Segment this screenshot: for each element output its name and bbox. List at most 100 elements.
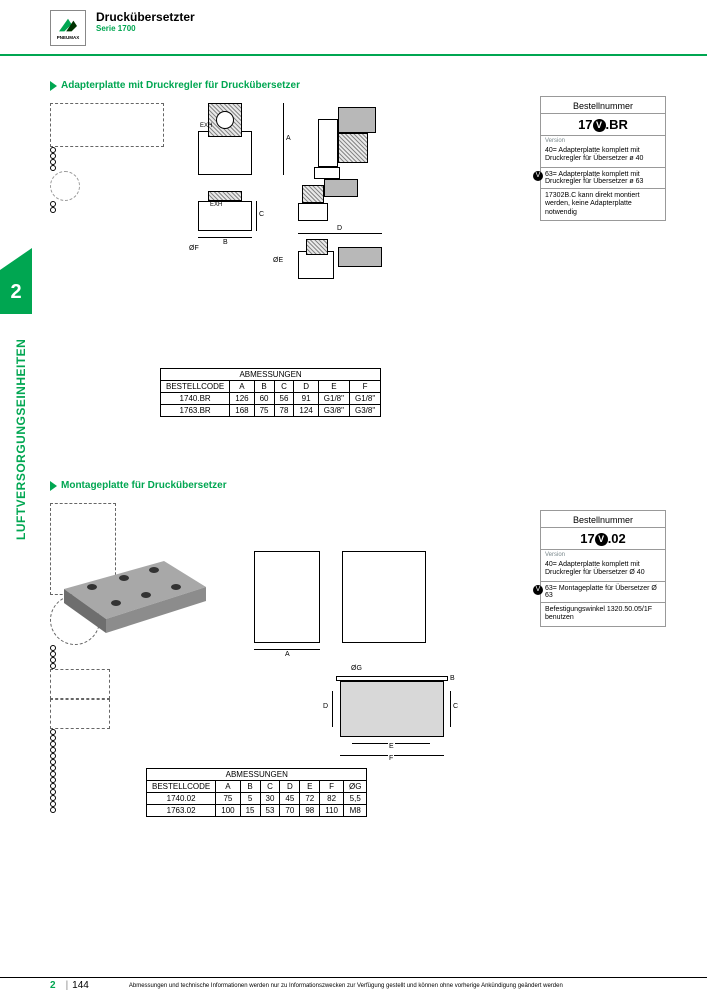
page-subtitle: Serie 1700 [96,24,195,33]
col-header: BESTELLCODE [161,381,230,393]
tech-slot2 [50,699,110,729]
header-rule [0,54,707,56]
chapter-tab: 2 [0,270,32,314]
col-header: A [230,381,254,393]
order-title: Bestellnummer [541,511,665,527]
footer-page-number: 144 [72,980,89,991]
order-note: Befestigungswinkel 1320.50.05/1F benutze… [541,603,665,626]
tech-reg3-base [298,251,334,279]
dim-a: A [285,135,292,142]
dim-c: C [258,211,265,218]
dim-e: E [388,743,395,750]
triangle-icon [50,81,57,91]
tech-plate-right [342,551,426,643]
section-heading: Montageplatte für Druckübersetzer [50,480,670,491]
section-title: Adapterplatte mit Druckregler für Druckü… [61,80,300,91]
tech-reg2-base [298,203,328,221]
hole-icon [50,165,56,171]
section-adapter-plate: Adapterplatte mit Druckregler für Druckü… [50,80,670,363]
exh-label: EXH [200,123,212,129]
dim-a: A [284,651,291,658]
section1-order-box: Bestellnummer 17V.BR Version 40= Adapter… [540,96,666,221]
dimline [256,201,257,231]
table-row: 1763.02 100 15 53 70 98 110 M8 [147,805,367,817]
order-title: Bestellnummer [541,97,665,113]
dimline [298,233,382,234]
table-row: 1763.BR 168 75 78 124 G3/8" G3/8" [161,405,381,417]
dim-b: B [449,675,456,682]
dim-b: B [222,239,229,246]
dim-f: F [388,755,394,762]
marker-icon: V [533,171,543,181]
tech-reg3-knob [338,247,382,267]
tech-slot1 [50,669,110,699]
page-footer: 2 | 144 Abmessungen und technische Infor… [0,977,707,991]
brand-name: PNEUMAX [57,35,80,40]
marker-icon: V [533,585,543,595]
order-code: 17V.BR [541,113,665,136]
tech-reg-housing [338,133,368,163]
order-option-marked: V 63= Adapterplatte komplett mit Druckre… [541,168,665,189]
table-row: 1740.BR 126 60 56 91 G1/8" G1/8" [161,393,381,405]
code-marker: V [595,533,608,546]
footer-chapter: 2 [50,980,56,991]
tech-reg-side [208,191,242,201]
hole-icon [50,807,56,813]
col-header: F [349,381,380,393]
dim-d: D [336,225,343,232]
chapter-number: 2 [10,281,21,304]
tech-reg-base [314,167,340,179]
section2-order-box: Bestellnummer 17V.02 Version 40= Adapter… [540,510,666,627]
table-title: ABMESSUNGEN [161,369,381,381]
table-header-row: BESTELLCODE A B C D E F [161,381,381,393]
section-heading: Adapterplatte mit Druckregler für Druckü… [50,80,670,91]
tech-reg-body [318,119,338,167]
tech-reg2-body [302,185,324,203]
section-mounting-plate: Montageplatte für Druckübersetzer A [50,480,670,763]
col-header: E [318,381,349,393]
dimline [198,237,252,238]
side-vertical-label: LUFTVERSORGUNGSEINHEITEN [14,339,28,540]
section2-dimensions-table: ABMESSUNGEN BESTELLCODE A B C D E F ØG 1… [146,768,367,817]
section-title: Montageplatte für Druckübersetzer [61,480,227,491]
page-title: Druckübersetzter [96,10,195,24]
brand-logo: PNEUMAX [50,10,86,46]
col-header: D [294,381,318,393]
tech-outline [50,103,164,147]
code-marker: V [593,119,606,132]
dim-c: C [452,703,459,710]
order-option: 40= Adapterplatte komplett mit Druckregl… [541,144,665,168]
dim-d: D [322,703,329,710]
table-header-row: BESTELLCODE A B C D E F ØG [147,781,367,793]
order-note: 17302B.C kann direkt montiert werden, ke… [541,189,665,220]
hole-icon [50,207,56,213]
dimline [450,691,451,727]
tech-plate-bottom [340,681,444,737]
plate-3d-render [46,545,214,655]
table-title: ABMESSUNGEN [147,769,367,781]
tech-reg2-knob [324,179,358,197]
dimline [283,103,284,175]
order-code: 17V.02 [541,527,665,550]
table-row: 1740.02 75 5 30 45 72 82 5,5 [147,793,367,805]
tech-plate-edge [336,676,448,681]
version-label: Version [541,136,665,144]
page-header: PNEUMAX Druckübersetzter Serie 1700 [0,0,707,46]
dim-og: ØG [350,665,363,672]
tech-boltcircle [50,171,80,201]
tech-reg-knob [338,107,376,133]
dimline [254,649,320,650]
section1-dimensions-table: ABMESSUNGEN BESTELLCODE A B C D E F 1740… [160,368,381,417]
exh-label: EXH [210,202,222,208]
order-option-marked: V 63= Montageplatte für Übersetzer Ø 63 [541,582,665,603]
tech-plate-outline [254,551,320,643]
footer-divider: | [66,980,69,991]
version-label: Version [541,550,665,558]
order-option: 40= Adapterplatte komplett mit Druckregl… [541,558,665,582]
footer-note: Abmessungen und technische Informationen… [129,983,563,989]
tech-reg3-body [306,239,328,255]
tech-plate-side [198,201,252,231]
col-header: C [274,381,294,393]
dimline [332,691,333,727]
triangle-icon [50,481,57,491]
